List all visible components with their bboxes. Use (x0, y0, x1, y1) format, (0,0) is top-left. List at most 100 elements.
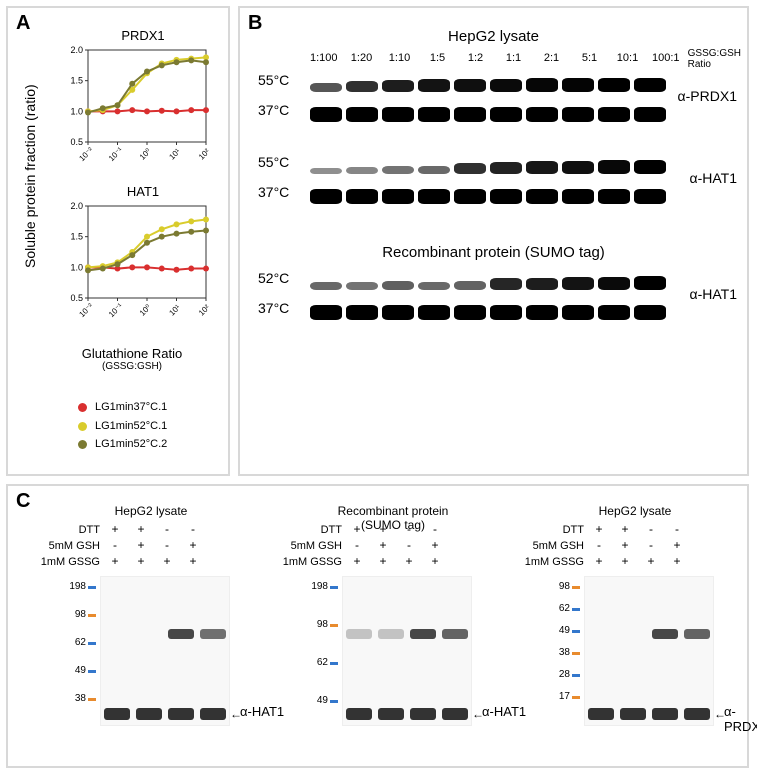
band-dimer (378, 629, 404, 639)
ladder: 986249382817 (552, 582, 580, 704)
antibody-label: α-HAT1 (689, 286, 737, 302)
antibody-label: α-PRDX1 (678, 88, 737, 104)
antibody-label: α-HAT1 (240, 704, 284, 719)
svg-text:PRDX1: PRDX1 (121, 28, 164, 43)
panel-c-label: C (16, 490, 30, 513)
svg-text:2.0: 2.0 (70, 45, 83, 55)
antibody-label: α-PRDX1 (724, 704, 757, 734)
svg-text:0.5: 0.5 (70, 293, 83, 303)
band-dimer (410, 629, 436, 639)
pb-title-0: HepG2 lysate (240, 28, 747, 45)
band-monomer (442, 708, 468, 720)
temp-label: 37°C (258, 102, 289, 118)
temp-label: 37°C (258, 300, 289, 316)
pm-row: ++-- (350, 522, 442, 536)
svg-text:10⁻¹: 10⁻¹ (107, 301, 125, 319)
chart-hat1: HAT10.51.01.52.010⁻²10⁻¹10⁰10¹10² (60, 200, 210, 320)
pc-sub-title: HepG2 lysate (76, 504, 226, 518)
band-dimer (652, 629, 678, 639)
panel-c: C HepG2 lysate DTT ++-- 5mM GSH -+-+ 1mM GSSG… (6, 484, 749, 768)
band-monomer (410, 708, 436, 720)
svg-text:10⁻¹: 10⁻¹ (107, 145, 125, 163)
band-dimer (346, 629, 372, 639)
legend: LG1min37°C.1LG1min52°C.1LG1min52°C.2 (78, 398, 167, 454)
svg-text:10⁰: 10⁰ (138, 303, 153, 318)
band-monomer (620, 708, 646, 720)
band-dimer (442, 629, 468, 639)
ratio-row: 1:1001:201:101:51:21:12:15:110:1100:1 (310, 52, 679, 64)
chart-prdx1: PRDX10.51.01.52.010⁻²10⁻¹10⁰10¹10² (60, 44, 210, 164)
band-row (310, 154, 666, 174)
band-monomer (588, 708, 614, 720)
panel-b: B HepG2 lysate1:1001:201:101:51:21:12:15… (238, 6, 749, 476)
pm-row: ++++ (592, 554, 684, 568)
band-monomer (200, 708, 226, 720)
legend-item: LG1min37°C.1 (78, 398, 167, 417)
blot (100, 576, 230, 726)
pm-row: -+-+ (350, 538, 442, 552)
temp-label: 37°C (258, 184, 289, 200)
band-monomer (652, 708, 678, 720)
band-row (310, 270, 666, 290)
pm-row: ++-- (592, 522, 684, 536)
band-dimer (200, 629, 226, 639)
band-row (310, 184, 666, 204)
svg-text:10¹: 10¹ (167, 147, 182, 162)
band-monomer (136, 708, 162, 720)
band-monomer (684, 708, 710, 720)
svg-text:0.5: 0.5 (70, 137, 83, 147)
band-monomer (104, 708, 130, 720)
legend-item: LG1min52°C.2 (78, 435, 167, 454)
svg-text:10¹: 10¹ (167, 303, 182, 318)
cond-label: DTT (524, 522, 584, 539)
blot (342, 576, 472, 726)
antibody-label: α-HAT1 (689, 170, 737, 186)
temp-label: 55°C (258, 154, 289, 170)
cond-label: 5mM GSH (282, 538, 342, 555)
temp-label: 52°C (258, 270, 289, 286)
pb-title-2: Recombinant protein (SUMO tag) (240, 244, 747, 261)
svg-text:HAT1: HAT1 (127, 184, 159, 199)
pm-row: ++++ (350, 554, 442, 568)
cond-label: 5mM GSH (524, 538, 584, 555)
svg-text:10⁰: 10⁰ (138, 147, 153, 162)
pm-row: ++++ (108, 554, 200, 568)
cond-label: DTT (282, 522, 342, 539)
antibody-label: α-HAT1 (482, 704, 526, 719)
svg-text:10⁻²: 10⁻² (77, 145, 95, 163)
blot (584, 576, 714, 726)
svg-text:10⁻²: 10⁻² (77, 301, 95, 319)
panel-a-label: A (16, 12, 30, 35)
svg-text:2.0: 2.0 (70, 201, 83, 211)
pm-row: ++-- (108, 522, 200, 536)
cond-label: DTT (40, 522, 100, 539)
cond-label: 1mM GSSG (282, 554, 342, 571)
band-row (310, 72, 666, 92)
band-monomer (378, 708, 404, 720)
ladder: 19898624938 (68, 582, 96, 706)
cond-label: 1mM GSSG (40, 554, 100, 571)
pm-row: -+-+ (592, 538, 684, 552)
ratio-head: GSSG:GSHRatio (688, 48, 741, 70)
band-monomer (346, 708, 372, 720)
pm-row: -+-+ (108, 538, 200, 552)
svg-text:1.0: 1.0 (70, 262, 83, 272)
temp-label: 55°C (258, 72, 289, 88)
svg-text:10²: 10² (197, 303, 212, 318)
band-monomer (168, 708, 194, 720)
band-dimer (684, 629, 710, 639)
y-axis-label: Soluble protein fraction (ratio) (22, 84, 38, 268)
pc-sub-title: HepG2 lysate (560, 504, 710, 518)
band-row (310, 102, 666, 122)
legend-item: LG1min52°C.1 (78, 417, 167, 436)
svg-text:1.5: 1.5 (70, 232, 83, 242)
ladder: 198986249 (310, 582, 338, 708)
cond-label: 5mM GSH (40, 538, 100, 555)
panel-a: A Soluble protein fraction (ratio) PRDX1… (6, 6, 230, 476)
svg-text:1.5: 1.5 (70, 76, 83, 86)
band-dimer (168, 629, 194, 639)
svg-text:1.0: 1.0 (70, 106, 83, 116)
cond-label: 1mM GSSG (524, 554, 584, 571)
band-row (310, 300, 666, 320)
x-axis-label: Glutathione Ratio (GSSG:GSH) (52, 346, 212, 372)
